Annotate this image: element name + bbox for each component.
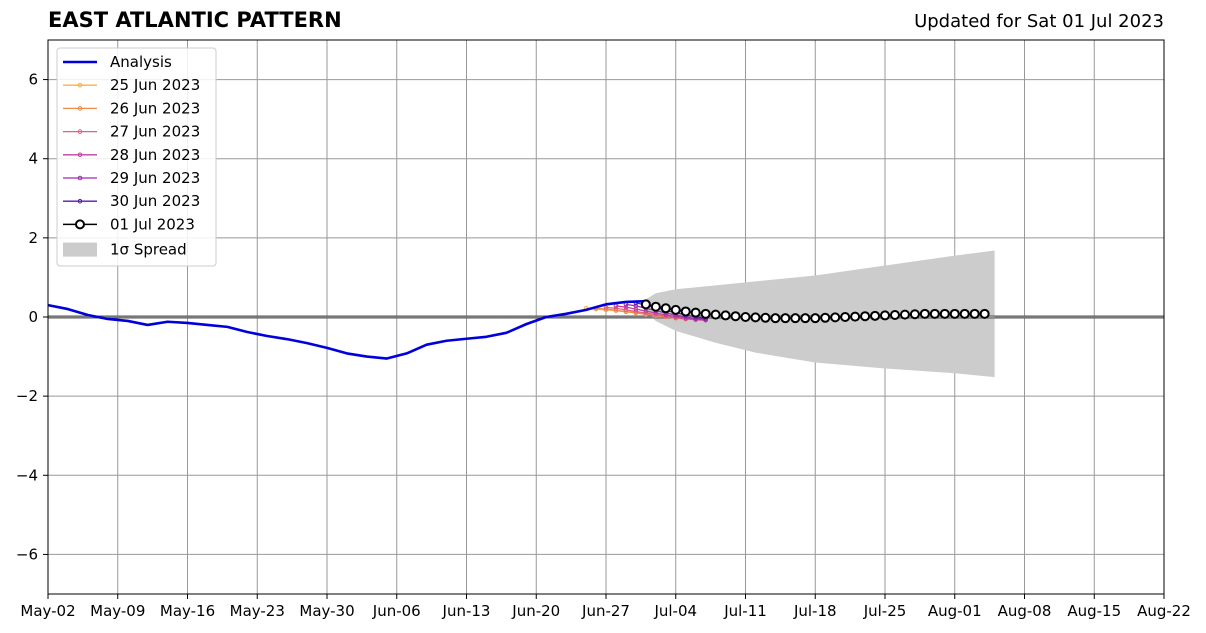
- legend-marker-forecast: [77, 129, 83, 134]
- legend-label: Analysis: [110, 53, 172, 71]
- legend-label: 1σ Spread: [110, 241, 187, 259]
- forecast-point: [603, 306, 609, 312]
- x-tick-label: Aug-08: [998, 602, 1052, 620]
- latest-forecast-point: [780, 313, 791, 324]
- latest-forecast-point: [820, 312, 831, 323]
- x-tick-label: May-02: [20, 602, 75, 620]
- forecast-line: [615, 305, 706, 321]
- latest-forecast-point: [640, 299, 651, 310]
- y-tick-label: 6: [28, 71, 38, 89]
- latest-forecast-point: [949, 308, 960, 319]
- latest-forecast-point: [770, 313, 781, 324]
- legend-label: 01 Jul 2023: [110, 215, 195, 233]
- y-tick-label: 0: [28, 308, 38, 326]
- series-group: [47, 299, 990, 360]
- latest-forecast-point: [860, 311, 871, 322]
- latest-forecast-point: [680, 306, 691, 317]
- latest-forecast-point: [889, 310, 900, 321]
- x-tick-label: Aug-01: [928, 602, 982, 620]
- x-tick-label: Jul-25: [863, 602, 907, 620]
- latest-forecast-point: [919, 308, 930, 319]
- latest-forecast-point: [850, 311, 861, 322]
- latest-forecast-point: [740, 312, 751, 322]
- latest-forecast-point: [929, 308, 940, 319]
- x-tick-label: May-16: [160, 602, 215, 620]
- forecast-point: [603, 305, 609, 310]
- latest-forecast-point: [810, 313, 821, 324]
- legend-swatch-spread: [63, 242, 97, 257]
- latest-forecast-point: [959, 308, 970, 319]
- x-tick-label: May-23: [230, 602, 285, 620]
- analysis-line: [47, 299, 646, 360]
- latest-forecast-point: [909, 309, 920, 320]
- y-tick-label: 2: [28, 229, 38, 247]
- legend-marker-forecast: [77, 82, 83, 88]
- legend-label: 30 Jun 2023: [110, 192, 200, 210]
- latest-forecast-point: [899, 309, 910, 320]
- latest-forecast-point: [690, 307, 701, 318]
- x-tick-label: Jun-06: [372, 602, 421, 620]
- x-tick-label: May-09: [90, 602, 145, 620]
- forecast-point: [623, 304, 629, 310]
- latest-forecast-point: [939, 308, 950, 319]
- latest-forecast-point: [969, 308, 980, 319]
- x-tick-label: Jun-20: [511, 602, 560, 620]
- latest-forecast-point: [800, 313, 811, 324]
- y-tick-label: −6: [16, 545, 38, 563]
- latest-forecast-point: [979, 308, 990, 319]
- legend-marker-forecast: [77, 106, 83, 111]
- legend-marker-forecast: [77, 175, 83, 181]
- latest-forecast-point: [830, 312, 841, 323]
- latest-forecast-point: [710, 309, 721, 320]
- legend-label: 26 Jun 2023: [110, 99, 200, 117]
- legend-label: 27 Jun 2023: [110, 123, 200, 141]
- x-tick-label: Aug-15: [1067, 602, 1121, 620]
- y-tick-label: −4: [16, 466, 38, 484]
- latest-forecast-point: [650, 301, 661, 312]
- legend-marker-latest: [75, 219, 85, 230]
- latest-forecast-point: [840, 312, 851, 322]
- y-tick-label: −2: [16, 387, 38, 405]
- x-tick-label: Jun-13: [442, 602, 491, 620]
- x-tick-label: Aug-22: [1137, 602, 1191, 620]
- legend-box: [56, 47, 217, 267]
- legend-marker-forecast: [77, 198, 83, 204]
- latest-forecast-point: [760, 312, 771, 323]
- forecast-point: [623, 307, 629, 313]
- legend-label: 29 Jun 2023: [110, 169, 200, 187]
- latest-forecast-point: [730, 311, 741, 322]
- latest-forecast-point: [790, 313, 801, 324]
- latest-forecast-point: [720, 310, 731, 321]
- legend-label: 28 Jun 2023: [110, 146, 200, 164]
- legend: Analysis 25 Jun 2023 26 Jun 2023 27 Jun 202…: [56, 47, 217, 267]
- x-tick-label: Jul-18: [793, 602, 837, 620]
- latest-forecast-point: [670, 304, 681, 315]
- x-tick-label: May-30: [299, 602, 354, 620]
- chart-title: EAST ATLANTIC PATTERN: [48, 8, 342, 32]
- axes: May-02 May-09 May-16 May-23 May-30 Jun-06 Jun-…: [16, 39, 1191, 620]
- x-tick-label: Jul-11: [723, 602, 767, 620]
- latest-forecast-point: [660, 303, 671, 314]
- legend-label: 25 Jun 2023: [110, 76, 200, 94]
- spread-area: [645, 250, 995, 378]
- latest-forecast-point: [870, 310, 881, 321]
- spread-band: [645, 250, 995, 378]
- y-tick-label: 4: [28, 150, 38, 168]
- x-tick-label: Jul-04: [653, 602, 697, 620]
- chart-subtitle: Updated for Sat 01 Jul 2023: [914, 11, 1164, 32]
- latest-forecast-point: [880, 310, 890, 321]
- latest-forecast-point: [750, 312, 761, 323]
- x-tick-label: Jun-27: [581, 602, 630, 620]
- legend-marker-forecast: [77, 152, 83, 158]
- latest-forecast-point: [700, 308, 711, 319]
